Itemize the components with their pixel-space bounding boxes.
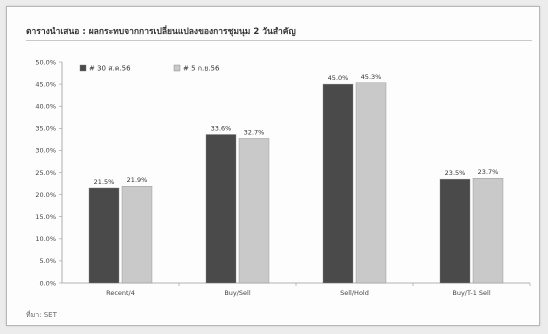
chart-title: ตารางนำเสนอ : ผลกระทบจากการเปลี่ยนแปลงขอ… xyxy=(26,27,296,37)
bar-series2 xyxy=(355,82,387,284)
bar-series2 xyxy=(238,138,270,284)
y-tick-label: 5.0% xyxy=(39,257,56,265)
legend-label: # 5 ก.ย.56 xyxy=(183,65,220,73)
legend-label: # 30 ส.ค.56 xyxy=(89,65,131,73)
data-label: 23.5% xyxy=(445,169,466,177)
y-tick-label: 45.0% xyxy=(35,80,56,88)
data-label: 32.7% xyxy=(244,128,265,136)
bar-series1 xyxy=(439,178,471,284)
data-label: 21.5% xyxy=(94,178,115,186)
x-tick-label: Buy/Sell xyxy=(224,289,251,297)
bar-series2 xyxy=(472,178,504,284)
data-label: 45.3% xyxy=(361,73,382,81)
x-tick-label: Sell/Hold xyxy=(340,289,369,297)
source-note: ที่มา: SET xyxy=(26,311,57,319)
legend-swatch xyxy=(173,64,181,72)
legend-swatch xyxy=(79,64,87,72)
y-tick-label: 50.0% xyxy=(35,58,56,66)
x-tick-label: Recent/4 xyxy=(106,289,135,297)
data-label: 21.9% xyxy=(127,176,148,184)
bar-series1 xyxy=(322,83,354,284)
x-tick-label: Buy/T-1 Sell xyxy=(452,289,490,297)
y-tick-label: 20.0% xyxy=(35,191,56,199)
y-tick-label: 40.0% xyxy=(35,103,56,111)
y-tick-label: 10.0% xyxy=(35,235,56,243)
title-divider xyxy=(26,40,532,41)
data-label: 23.7% xyxy=(478,168,499,176)
y-tick-label: 0.0% xyxy=(39,279,56,287)
y-tick-label: 25.0% xyxy=(35,169,56,177)
bar-series1 xyxy=(88,187,120,284)
y-tick-label: 30.0% xyxy=(35,147,56,155)
bar-series1 xyxy=(205,134,237,284)
y-tick-label: 15.0% xyxy=(35,213,56,221)
y-tick-label: 35.0% xyxy=(35,125,56,133)
bar-series2 xyxy=(121,186,153,284)
data-label: 33.6% xyxy=(211,124,232,132)
data-label: 45.0% xyxy=(328,74,349,82)
